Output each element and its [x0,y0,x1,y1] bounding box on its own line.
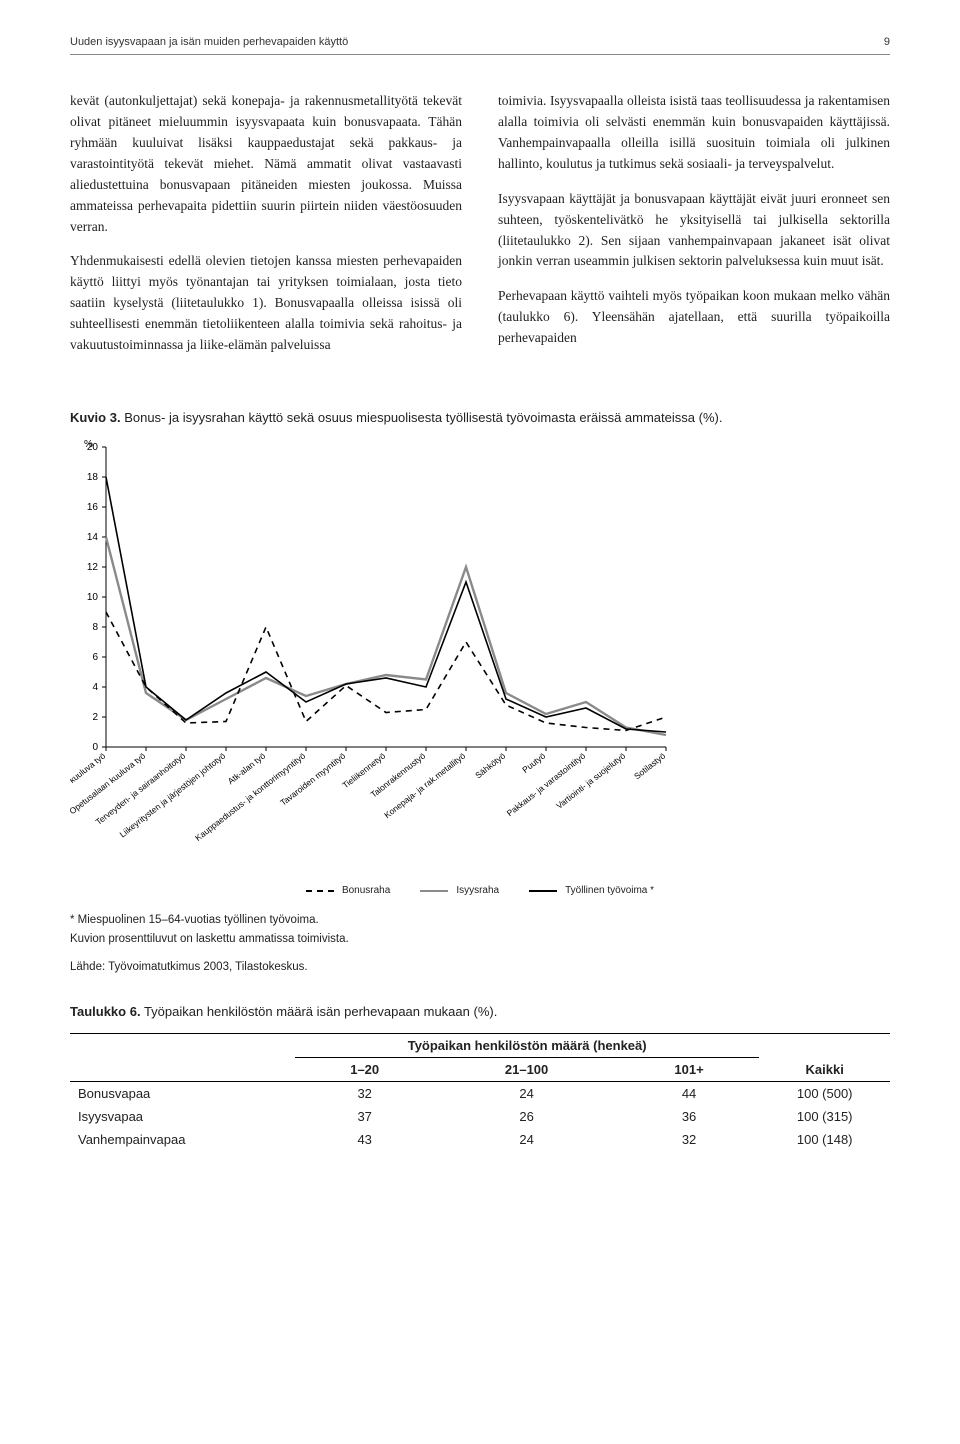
line-chart-svg: %02468101214161820Tekniikan alaan kuuluv… [70,439,674,875]
svg-text:Tavaroiden myyntityö: Tavaroiden myyntityö [278,751,347,808]
svg-text:6: 6 [92,652,98,663]
body-columns: kevät (autonkuljettajat) sekä konepaja- … [70,91,890,370]
column-right: toimivia. Isyysvapaalla olleista isistä … [498,91,890,370]
column-left: kevät (autonkuljettajat) sekä konepaja- … [70,91,462,370]
svg-text:8: 8 [92,622,98,633]
legend-swatch [306,890,334,892]
running-header: Uuden isyysvapaan ja isän muiden perheva… [70,36,890,55]
svg-text:12: 12 [87,562,99,573]
page-number: 9 [884,36,890,48]
legend-item-isyysraha: Isyysraha [420,885,499,896]
legend-swatch [529,890,557,892]
table-caption: Taulukko 6. Työpaikan henkilöstön määrä … [70,1004,890,1019]
para: Yhdenmukaisesti edellä olevien tietojen … [70,251,462,356]
svg-text:14: 14 [87,532,99,543]
figure-footnotes: * Miespuolinen 15–64-vuotias työllinen t… [70,912,890,976]
legend-label: Työllinen työvoima * [565,885,654,896]
para: Isyysvapaan käyttäjät ja bonusvapaan käy… [498,189,890,273]
legend-item-bonusraha: Bonusraha [306,885,390,896]
running-title: Uuden isyysvapaan ja isän muiden perheva… [70,36,348,48]
svg-text:2: 2 [92,712,98,723]
svg-text:16: 16 [87,502,99,513]
svg-text:Pakkaus- ja varastointityö: Pakkaus- ja varastointityö [505,751,588,819]
legend-label: Isyysraha [456,885,499,896]
legend-item-tyovoima: Työllinen työvoima * [529,885,654,896]
table-6: Työpaikan henkilöstön määrä (henkeä)1–20… [70,1033,890,1151]
svg-text:Sähkötyö: Sähkötyö [473,751,507,781]
para: toimivia. Isyysvapaalla olleista isistä … [498,91,890,175]
legend-swatch [420,890,448,892]
svg-text:18: 18 [87,472,99,483]
figure-caption-label: Kuvio 3. [70,410,121,425]
chart-legend: Bonusraha Isyysraha Työllinen työvoima * [70,885,890,896]
footnote: * Miespuolinen 15–64-vuotias työllinen t… [70,912,890,929]
svg-text:Vartiointi- ja suojelutyö: Vartiointi- ja suojelutyö [554,751,627,811]
table-caption-label: Taulukko 6. [70,1004,141,1019]
figure-caption-text: Bonus- ja isyysrahan käyttö sekä osuus m… [121,410,723,425]
para: Perhevapaan käyttö vaihteli myös työpaik… [498,286,890,349]
svg-text:4: 4 [92,682,98,693]
para: kevät (autonkuljettajat) sekä konepaja- … [70,91,462,237]
legend-label: Bonusraha [342,885,390,896]
svg-text:20: 20 [87,442,99,453]
svg-text:Konepaja- ja rak.metallityö: Konepaja- ja rak.metallityö [382,751,467,821]
figure-chart: %02468101214161820Tekniikan alaan kuuluv… [70,439,890,875]
figure-caption: Kuvio 3. Bonus- ja isyysrahan käyttö sek… [70,410,890,425]
figure-source: Lähde: Työvoimatutkimus 2003, Tilastokes… [70,959,890,976]
footnote: Kuvion prosenttiluvut on laskettu ammati… [70,931,890,948]
table-caption-text: Työpaikan henkilöstön määrä isän perheva… [141,1004,498,1019]
svg-text:0: 0 [92,742,98,753]
svg-text:10: 10 [87,592,99,603]
data-table: Työpaikan henkilöstön määrä (henkeä)1–20… [70,1033,890,1151]
svg-text:Sotilastyö: Sotilastyö [632,751,667,782]
svg-text:Puutyö: Puutyö [520,751,547,775]
